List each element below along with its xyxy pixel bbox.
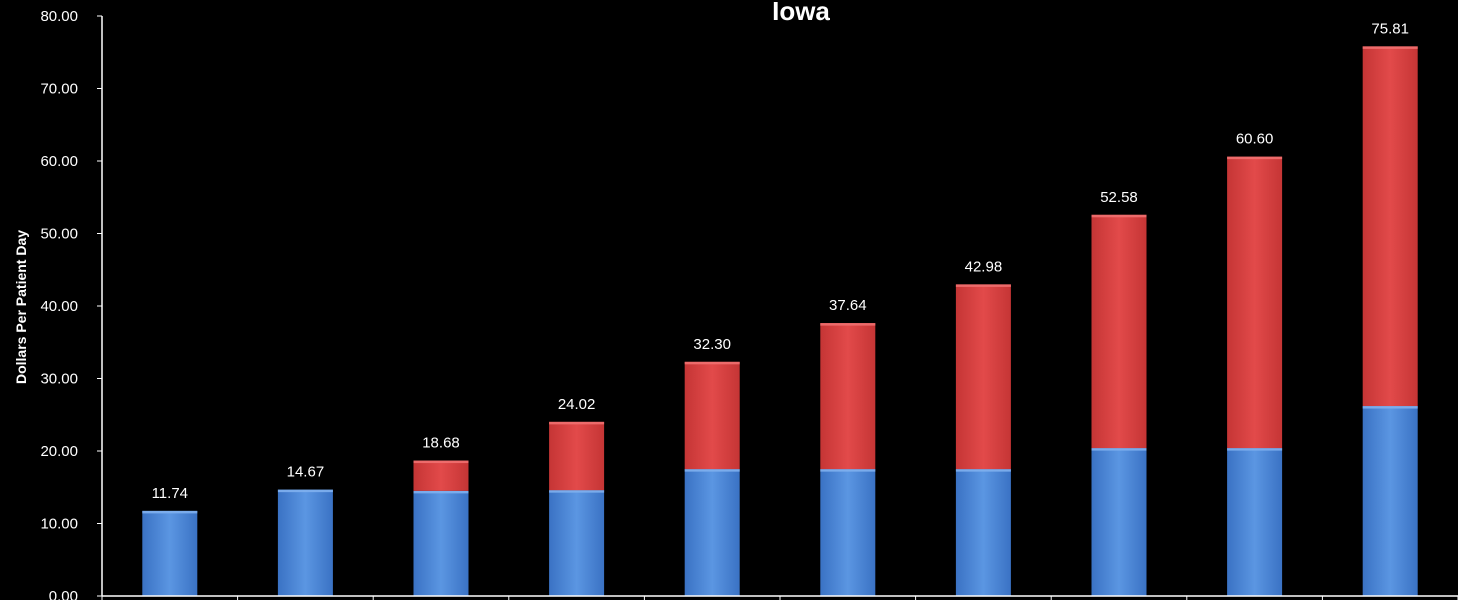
bar-total-label: 37.64 (829, 297, 867, 314)
bar-segment-base-edge (413, 490, 469, 494)
bar-segment-top (684, 361, 740, 470)
bar-total-label: 32.30 (693, 336, 731, 353)
y-tick-label: 30.00 (40, 371, 78, 388)
bar-total-label: 11.74 (152, 485, 188, 502)
y-tick-label: 40.00 (40, 298, 78, 315)
bar-segment-base-edge (1362, 406, 1418, 409)
y-tick-label: 0.00 (49, 588, 78, 600)
bar-segment-base-edge (955, 469, 1011, 472)
y-tick-label: 70.00 (40, 81, 78, 98)
bar-segment-base (684, 469, 740, 596)
bar-segment-top (1227, 156, 1283, 449)
bar-segment-base (955, 469, 1011, 596)
bars (142, 46, 1418, 596)
bar-segment-base-edge (1091, 448, 1147, 451)
data-labels: 11.74 14.67 18.68 24.02 32.30 37.64 42.98 52.58… (152, 20, 1409, 502)
bar-total-label: 14.67 (287, 464, 325, 481)
bar-segment-top-edge (549, 421, 605, 425)
bar-total-label: 18.68 (422, 435, 460, 452)
bar-segment-base (277, 489, 333, 596)
y-axis-title: Dollars Per Patient Day (13, 230, 29, 384)
bar-total-label: 60.60 (1236, 131, 1274, 148)
bar-segment-base (549, 490, 605, 596)
bar-total-label: 42.98 (965, 258, 1003, 275)
bar-segment-top (820, 323, 876, 470)
bar-segment-base (413, 490, 469, 596)
y-tick-label: 80.00 (40, 8, 78, 25)
bar-segment-base-edge (142, 510, 198, 514)
bar-segment-base (1091, 448, 1147, 596)
bar-segment-top-edge (684, 361, 740, 365)
bar-segment-top-edge (1091, 214, 1147, 218)
bar-segment-base-edge (1227, 448, 1283, 451)
bar-segment-base-edge (549, 490, 605, 493)
y-tick-label: 10.00 (40, 516, 78, 533)
bar-segment-top-edge (955, 284, 1011, 287)
bar-total-label: 24.02 (558, 396, 596, 413)
bar-segment-base-edge (684, 469, 740, 472)
bar-segment-top-edge (820, 323, 876, 326)
chart-title: Iowa (772, 0, 830, 26)
bar-segment-top-edge (413, 460, 469, 464)
y-tick-label: 60.00 (40, 153, 78, 170)
bar-segment-base-edge (277, 489, 333, 493)
bar-total-label: 52.58 (1100, 189, 1138, 206)
y-tick-label: 20.00 (40, 443, 78, 460)
bar-segment-base (1227, 448, 1283, 596)
bar-segment-top (413, 460, 469, 491)
bar-segment-top-edge (1227, 156, 1283, 160)
y-axis-ticks: 0.00 10.00 20.00 30.00 40.00 50.00 60.00 70.00 8… (40, 8, 102, 600)
bar-segment-top (549, 421, 605, 491)
bar-segment-base (142, 510, 198, 596)
bar-segment-base (820, 469, 876, 596)
bar-segment-base (1362, 406, 1418, 596)
y-tick-label: 50.00 (40, 226, 78, 243)
axes (101, 16, 1458, 600)
bar-total-label: 75.81 (1371, 20, 1409, 37)
bar-segment-top-edge (1362, 46, 1418, 49)
bar-segment-top (955, 284, 1011, 470)
bar-segment-top (1362, 46, 1418, 407)
bar-segment-top (1091, 214, 1147, 449)
bar-segment-base-edge (820, 469, 876, 472)
